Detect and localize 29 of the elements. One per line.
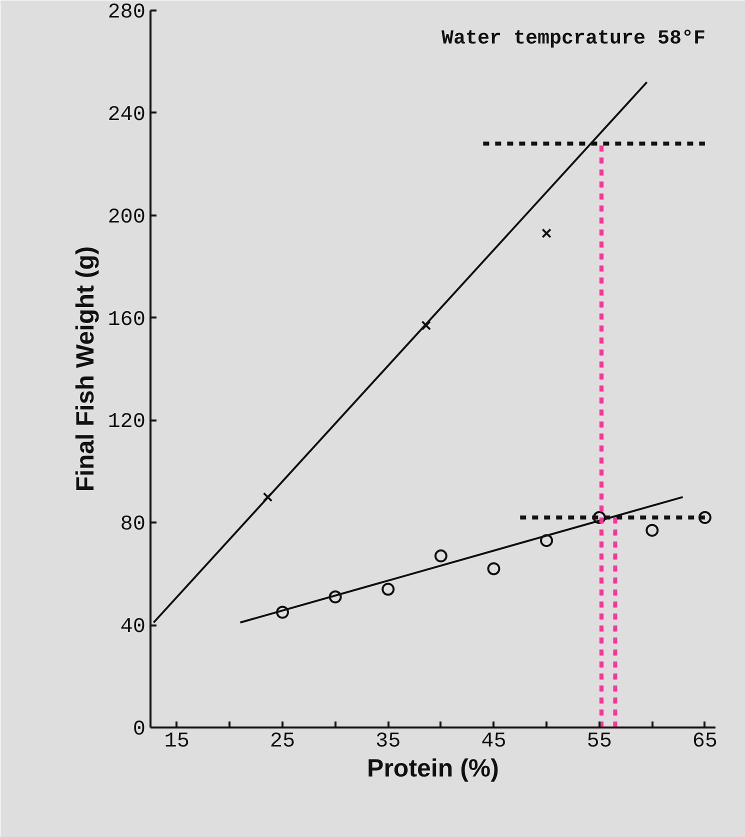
point	[542, 228, 552, 238]
point	[276, 606, 290, 619]
point	[487, 562, 500, 576]
x-tick-label: 25	[270, 730, 296, 754]
y-tick-label: 0	[132, 718, 146, 742]
annotation: Water tempcrature 58°F	[441, 28, 706, 50]
point	[592, 511, 606, 524]
x-tick-label: 65	[692, 730, 718, 754]
y-tick-label: 280	[108, 2, 146, 24]
y-tick-label: 200	[108, 206, 146, 230]
y-tick-label: 120	[108, 411, 146, 434]
point	[421, 320, 432, 330]
point	[382, 582, 395, 596]
x-tick-label: 35	[376, 730, 401, 754]
point	[698, 511, 712, 524]
point	[328, 590, 342, 604]
y-axis-title: Final Fish Weight (g)	[72, 246, 100, 492]
x-axis-title: Protein (%)	[367, 754, 499, 782]
y-tick-label: 240	[108, 104, 146, 127]
y-tick-label: 80	[120, 514, 146, 537]
point	[540, 534, 554, 548]
x-tick-label: 55	[586, 730, 612, 754]
y-tick-label: 40	[120, 616, 146, 640]
x-tick-label: 15	[164, 730, 190, 754]
point	[262, 492, 273, 502]
point	[434, 549, 448, 562]
y-tick-label: 160	[108, 308, 146, 332]
x-tick-label: 45	[481, 730, 506, 754]
point	[646, 524, 659, 537]
